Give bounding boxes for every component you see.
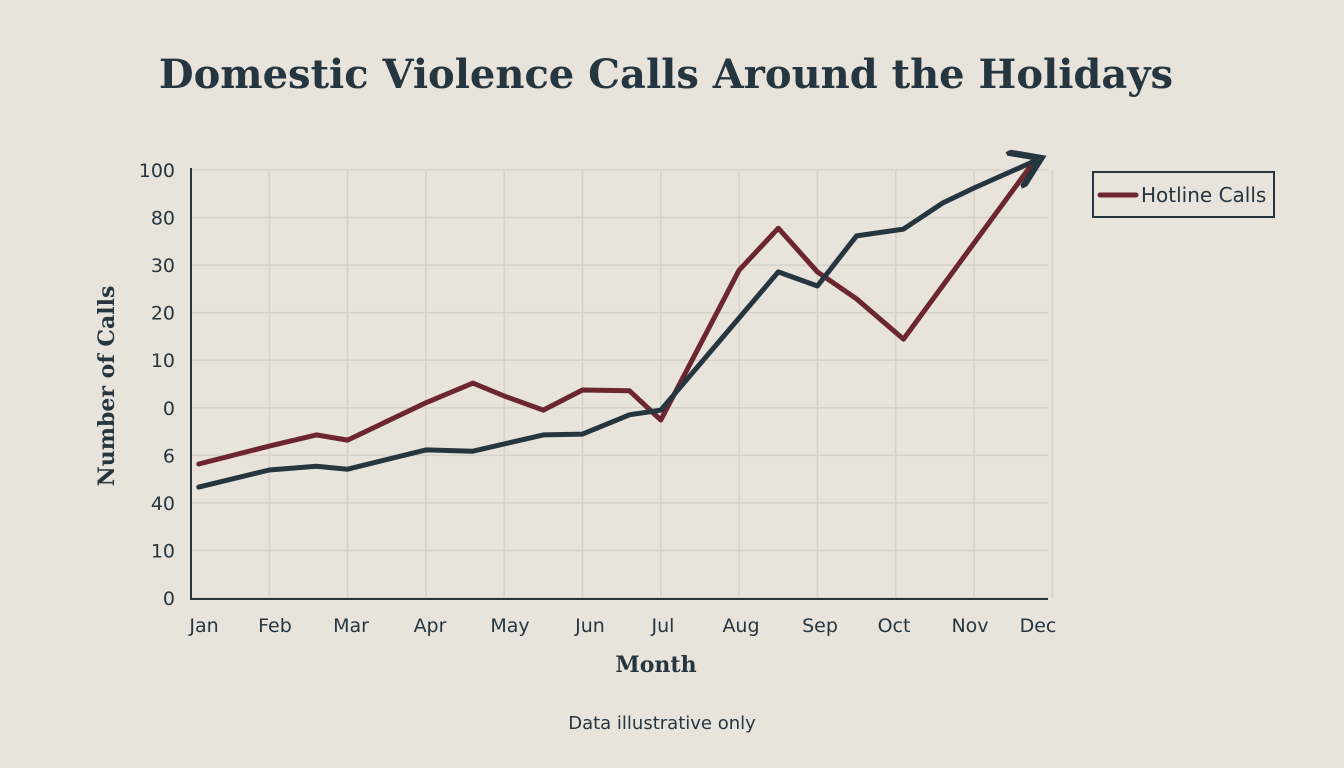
y-tick-label: 100 [139,160,175,182]
y-tick-label: 0 [163,398,175,420]
chart-title: Domestic Violence Calls Around the Holid… [159,51,1173,98]
x-tick-label: Jan [188,615,218,637]
y-tick-label: 20 [151,303,175,325]
x-tick-label: Jun [574,615,605,637]
y-tick-label: 10 [151,350,175,372]
y-tick-label: 30 [151,255,175,277]
y-tick-label: 80 [151,208,175,230]
y-tick-label: 10 [151,540,175,562]
x-tick-label: Dec [1020,615,1057,637]
x-tick-label: Sep [802,615,838,637]
legend: Hotline Calls [1092,171,1275,218]
y-tick-label: 0 [163,588,175,610]
grid [191,169,1054,599]
x-tick-label: Aug [722,615,759,637]
x-axis-label: Month [615,652,696,678]
y-axis-label: Number of Calls [94,286,120,487]
y-axis-ticks: 0 10 40 6 0 10 20 30 80 100 [139,160,175,610]
x-tick-label: Feb [258,615,292,637]
x-tick-label: Apr [414,615,447,637]
x-tick-label: Mar [333,615,369,637]
x-tick-label: Nov [951,615,988,637]
y-tick-label: 6 [163,445,175,467]
series-group [196,158,1037,490]
y-tick-label: 40 [151,493,175,515]
footnote: Data illustrative only [568,713,756,734]
legend-label: Hotline Calls [1141,183,1266,207]
x-tick-label: Jul [651,615,675,637]
x-axis-ticks: Jan Feb Mar Apr May Jun Jul Aug Sep Oct Nov Dec [188,615,1056,637]
x-tick-label: Oct [878,615,911,637]
x-tick-label: May [490,615,529,637]
legend-box [1092,171,1275,218]
